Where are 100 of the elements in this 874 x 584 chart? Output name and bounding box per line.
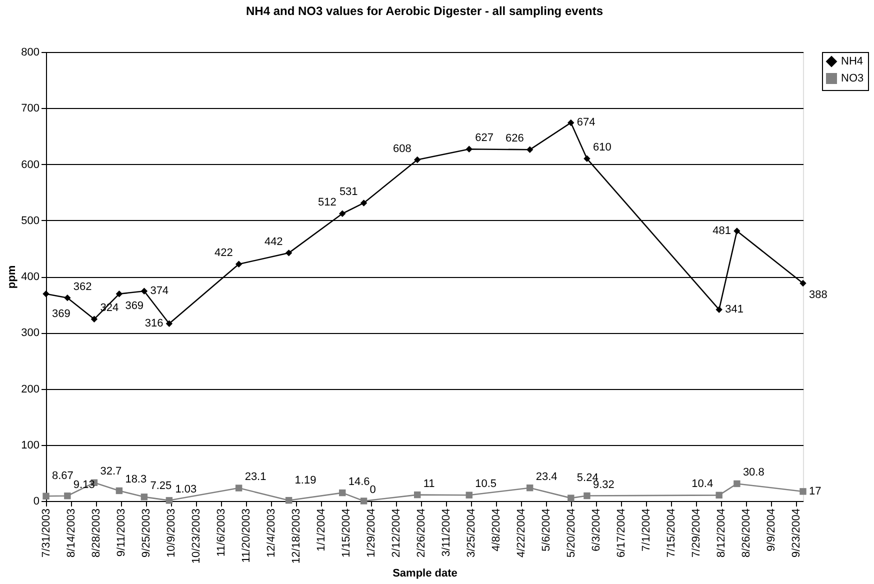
point (116, 290, 123, 298)
point (734, 228, 740, 234)
point (42, 290, 50, 298)
data-label: 481 (712, 225, 731, 238)
point (360, 498, 368, 504)
point (339, 210, 346, 217)
data-label: 610 (592, 142, 612, 154)
x-tick-label: 10/23/2003 (190, 508, 202, 564)
x-tick-label: 11/6/2003 (215, 508, 228, 557)
data-label: 316 (144, 318, 164, 330)
point (42, 492, 50, 500)
point (140, 494, 148, 500)
data-label: 9.32 (592, 478, 614, 491)
data-label: 608 (393, 142, 412, 155)
data-label: 674 (576, 116, 596, 129)
data-label: 11 (423, 478, 435, 490)
x-tick-label: 5/6/2004 (540, 508, 552, 552)
data-label: 10.4 (692, 478, 714, 490)
point (716, 306, 722, 313)
data-label: 18.3 (125, 474, 147, 486)
data-label: 374 (150, 285, 169, 298)
point (285, 496, 292, 504)
x-tick-label: 2/12/2004 (390, 508, 402, 558)
point (734, 480, 740, 488)
x-tick-label: 12/18/2003 (290, 508, 302, 564)
y-axis-title: ppm (6, 265, 18, 289)
point (64, 492, 71, 500)
data-label: 626 (505, 132, 524, 145)
point (800, 488, 806, 495)
data-label: 369 (125, 300, 144, 312)
data-label: 30.8 (742, 466, 764, 479)
x-tick-label: 5/20/2004 (565, 508, 578, 558)
point (235, 260, 242, 268)
point (64, 294, 71, 302)
data-label: 8.67 (52, 470, 74, 482)
data-label: 442 (264, 236, 283, 248)
data-label: 14.6 (348, 476, 370, 488)
data-label: 531 (339, 186, 358, 198)
data-label: 1.19 (294, 474, 316, 486)
x-tick-label: 8/12/2004 (715, 508, 728, 558)
x-tick-label: 6/3/2004 (590, 508, 602, 552)
y-tick-label: 500 (21, 214, 40, 227)
data-label: 422 (214, 247, 233, 260)
point (90, 316, 98, 323)
y-tick-label: 600 (21, 158, 40, 171)
point (414, 491, 421, 498)
data-label: 0 (370, 484, 376, 496)
point (466, 146, 472, 152)
point (140, 288, 148, 294)
point (285, 250, 292, 256)
point (414, 156, 421, 164)
data-label: 17 (809, 485, 822, 498)
x-tick-label: 8/14/2003 (65, 508, 78, 558)
point (166, 497, 173, 504)
point (526, 484, 534, 492)
x-tick-label: 1/1/2004 (315, 508, 328, 552)
data-label: 1.03 (175, 483, 197, 496)
y-tick-label: 800 (21, 46, 40, 58)
x-tick-label: 7/15/2004 (665, 508, 678, 558)
data-label: 512 (318, 196, 336, 209)
x-tick-label: 4/22/2004 (515, 508, 528, 558)
point (568, 494, 574, 502)
point (526, 146, 534, 154)
point (466, 492, 472, 498)
point (584, 492, 590, 500)
x-tick-label: 9/23/2004 (790, 508, 802, 558)
chart-title: NH4 and NO3 values for Aerobic Digester - all sampling events (246, 4, 604, 18)
point (235, 484, 242, 492)
x-tick-label: 6/17/2004 (615, 508, 628, 558)
x-tick-label: 12/4/2003 (265, 508, 278, 558)
x-tick-label: 9/25/2003 (140, 508, 152, 558)
data-label: 23.1 (244, 471, 266, 484)
x-tick-label: 1/29/2004 (365, 508, 378, 558)
x-tick-label: 3/25/2004 (465, 508, 478, 558)
x-tick-label: 8/28/2003 (90, 508, 102, 558)
legend-label: NO3 (841, 72, 864, 84)
y-tick-label: 100 (21, 439, 40, 452)
data-label: 341 (725, 304, 744, 316)
x-tick-label: 9/9/2004 (765, 508, 778, 552)
data-label: 627 (475, 132, 494, 144)
x-tick-label: 2/26/2004 (415, 508, 428, 558)
point (716, 492, 722, 499)
x-axis-title: Sample date (392, 568, 458, 580)
point (568, 119, 574, 126)
y-tick-label: 0 (33, 496, 40, 508)
y-tick-label: 400 (21, 271, 40, 283)
x-tick-label: 3/11/2004 (440, 508, 452, 557)
x-tick-label: 11/20/2003 (240, 508, 252, 563)
data-label: 369 (52, 308, 70, 320)
point (339, 489, 346, 496)
x-tick-label: 10/9/2003 (165, 508, 178, 558)
y-tick-label: 200 (21, 383, 40, 396)
x-tick-label: 7/31/2003 (40, 508, 52, 558)
x-tick-label: 4/8/2004 (490, 508, 502, 552)
x-tick-label: 7/1/2004 (640, 508, 652, 552)
x-tick-label: 8/26/2004 (740, 508, 752, 558)
data-label: 388 (809, 289, 828, 302)
data-label: 32.7 (100, 466, 122, 478)
data-label: 7.25 (150, 480, 172, 492)
data-label: 362 (73, 280, 92, 293)
